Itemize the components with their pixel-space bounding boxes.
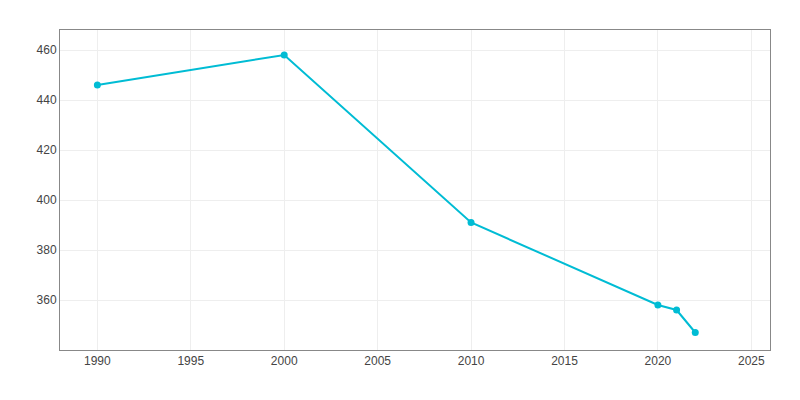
svg-text:2010: 2010 [458,354,485,368]
svg-text:2020: 2020 [645,354,672,368]
svg-text:380: 380 [37,243,57,257]
svg-text:2000: 2000 [271,354,298,368]
svg-text:420: 420 [37,143,57,157]
svg-text:2005: 2005 [364,354,391,368]
svg-text:1995: 1995 [177,354,204,368]
svg-text:1990: 1990 [84,354,111,368]
svg-text:400: 400 [37,193,57,207]
svg-text:440: 440 [37,93,57,107]
svg-text:360: 360 [37,293,57,307]
svg-text:460: 460 [37,43,57,57]
svg-text:2025: 2025 [738,354,765,368]
svg-text:2015: 2015 [551,354,578,368]
